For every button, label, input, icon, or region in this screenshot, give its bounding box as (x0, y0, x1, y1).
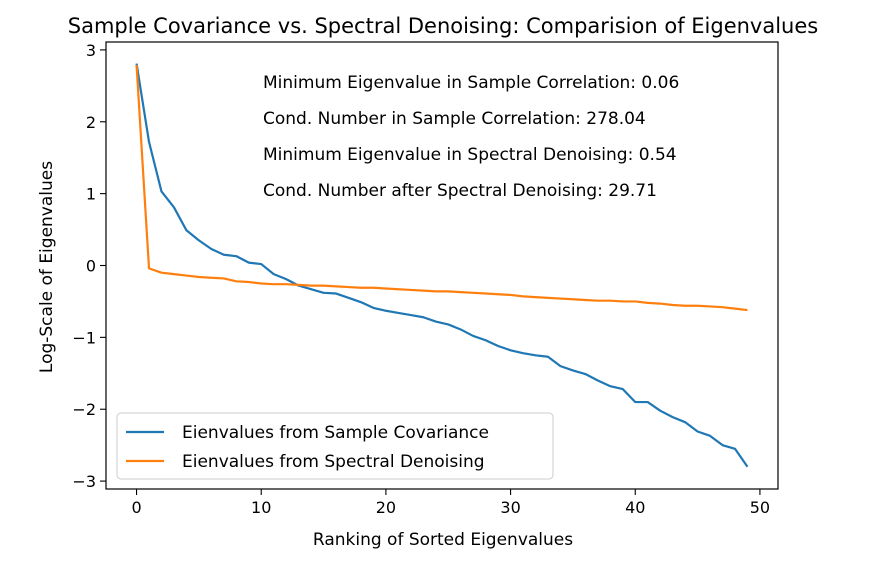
annotation-text: Cond. Number in Sample Correlation: 278.… (263, 109, 646, 129)
annotation-text: Cond. Number after Spectral Denoising: 2… (263, 181, 657, 201)
y-tick-label: −1 (72, 328, 96, 347)
y-tick-label: 3 (86, 41, 96, 60)
x-axis-label: Ranking of Sorted Eigenvalues (313, 530, 573, 550)
legend-label: Eienvalues from Sample Covariance (182, 423, 489, 443)
y-tick-label: −2 (72, 400, 96, 419)
annotations: Minimum Eigenvalue in Sample Correlation… (263, 73, 679, 201)
x-tick-label: 30 (500, 498, 520, 517)
x-tick-label: 50 (750, 498, 770, 517)
y-tick-label: 2 (86, 113, 96, 132)
y-tick-label: 1 (86, 185, 96, 204)
series-line-0 (135, 63, 749, 468)
y-tick-label: 0 (86, 257, 96, 276)
annotation-text: Minimum Eigenvalue in Sample Correlation… (263, 73, 679, 93)
legend: Eienvalues from Sample Covariance Eienval… (116, 412, 554, 480)
y-axis-label: Log-Scale of Eigenvalues (37, 161, 57, 373)
x-tick-label: 40 (625, 498, 645, 517)
legend-box (116, 412, 554, 480)
x-tick-label: 20 (376, 498, 396, 517)
x-tick-label: 0 (131, 498, 141, 517)
series-layer (135, 63, 749, 468)
series-line-1 (135, 64, 748, 312)
x-tick-label: 10 (251, 498, 271, 517)
legend-label: Eienvalues from Spectral Denoising (182, 452, 485, 472)
y-axis: 3 2 1 0 −1 −2 −3 (72, 41, 106, 491)
x-axis: 0 10 20 30 40 50 (131, 489, 770, 517)
y-tick-label: −3 (72, 472, 96, 491)
chart-title: Sample Covariance vs. Spectral Denoising… (68, 14, 818, 38)
annotation-text: Minimum Eigenvalue in Spectral Denoising… (263, 145, 677, 165)
